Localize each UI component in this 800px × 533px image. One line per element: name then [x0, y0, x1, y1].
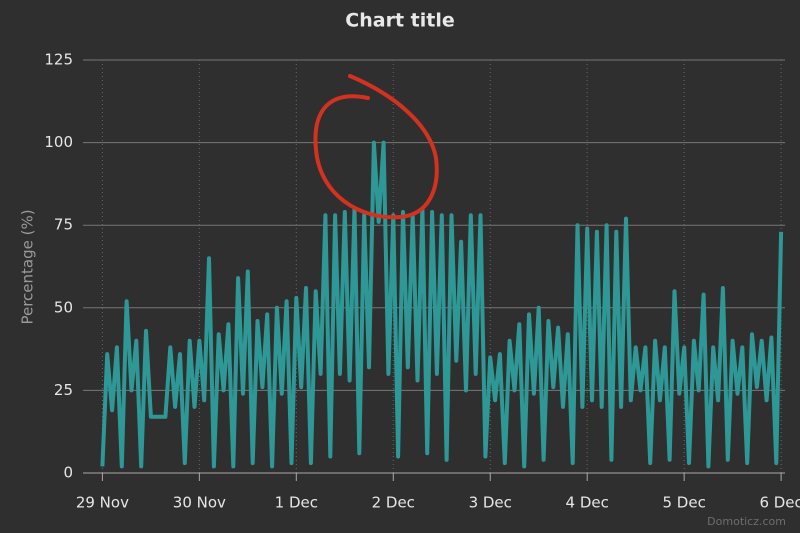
- y-axis-label: Percentage (%): [19, 209, 37, 324]
- y-tick-label: 125: [44, 51, 73, 69]
- y-tick-label: 0: [63, 464, 73, 482]
- x-tick-label: 3 Dec: [469, 494, 512, 512]
- y-tick-label: 25: [54, 381, 73, 399]
- y-tick-label: 50: [54, 298, 73, 316]
- x-tick-label: 29 Nov: [76, 494, 129, 512]
- line-series: [100, 140, 784, 469]
- y-tick-label: 100: [44, 133, 73, 151]
- x-tick-label: 4 Dec: [566, 494, 609, 512]
- x-tick-label: 2 Dec: [372, 494, 415, 512]
- x-tick-label: 5 Dec: [662, 494, 705, 512]
- chart-title: Chart title: [345, 10, 454, 32]
- x-tick-label: 1 Dec: [275, 494, 318, 512]
- x-tick-label: 6 Dec: [759, 494, 800, 512]
- credit: Domoticz.com: [707, 515, 786, 528]
- annotation-circle: [313, 74, 439, 220]
- y-tick-label: 75: [54, 216, 73, 234]
- plot: [100, 140, 784, 469]
- x-tick-label: 30 Nov: [173, 494, 226, 512]
